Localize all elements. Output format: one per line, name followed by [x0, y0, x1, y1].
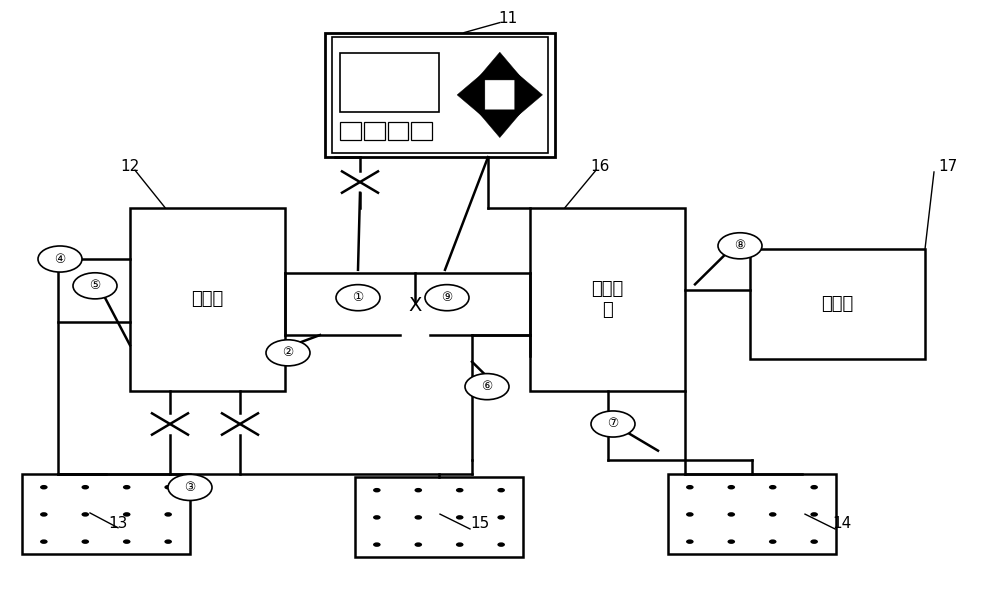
Bar — [325, 33, 555, 157]
Text: 测试仪: 测试仪 — [821, 295, 854, 313]
Circle shape — [769, 485, 777, 489]
Bar — [332, 37, 548, 153]
Bar — [668, 474, 836, 554]
Bar — [340, 53, 439, 112]
Text: ⑧: ⑧ — [734, 240, 746, 252]
Circle shape — [81, 540, 89, 544]
Text: 13: 13 — [108, 515, 128, 531]
Circle shape — [686, 512, 694, 517]
Bar — [388, 122, 408, 140]
Circle shape — [336, 285, 380, 311]
Circle shape — [497, 488, 505, 492]
Circle shape — [810, 540, 818, 544]
Circle shape — [123, 540, 131, 544]
Text: ⑤: ⑤ — [89, 279, 101, 292]
Circle shape — [497, 543, 505, 547]
Text: ③: ③ — [184, 481, 196, 494]
Circle shape — [81, 485, 89, 489]
Circle shape — [164, 512, 172, 517]
Circle shape — [373, 543, 381, 547]
Bar — [488, 83, 512, 107]
Bar — [22, 474, 190, 554]
Circle shape — [769, 540, 777, 544]
Circle shape — [40, 485, 48, 489]
Text: 14: 14 — [832, 515, 852, 531]
Circle shape — [456, 543, 464, 547]
Circle shape — [497, 515, 505, 519]
Circle shape — [81, 512, 89, 517]
Circle shape — [40, 540, 48, 544]
Text: ⑨: ⑨ — [441, 291, 453, 304]
Circle shape — [465, 374, 509, 400]
Circle shape — [810, 512, 818, 517]
Polygon shape — [476, 52, 523, 80]
Circle shape — [414, 543, 422, 547]
Circle shape — [456, 515, 464, 519]
Circle shape — [123, 512, 131, 517]
Polygon shape — [457, 71, 485, 119]
Circle shape — [373, 515, 381, 519]
Text: ⑥: ⑥ — [481, 380, 493, 393]
Circle shape — [73, 273, 117, 299]
Circle shape — [168, 474, 212, 500]
Circle shape — [40, 512, 48, 517]
Text: X: X — [408, 296, 422, 315]
Text: 交换装
置: 交换装 置 — [591, 280, 624, 319]
Text: 15: 15 — [470, 515, 490, 531]
Circle shape — [164, 485, 172, 489]
Bar — [340, 122, 361, 140]
Circle shape — [718, 233, 762, 259]
Text: 16: 16 — [590, 158, 610, 174]
Circle shape — [591, 411, 635, 437]
Circle shape — [686, 540, 694, 544]
Bar — [355, 477, 523, 557]
Circle shape — [123, 485, 131, 489]
Circle shape — [727, 540, 735, 544]
Circle shape — [425, 285, 469, 311]
Text: ②: ② — [282, 346, 294, 359]
Text: 交换机: 交换机 — [191, 291, 224, 308]
Polygon shape — [476, 110, 523, 138]
Circle shape — [266, 340, 310, 366]
Text: ①: ① — [352, 291, 364, 304]
Text: ⑦: ⑦ — [607, 417, 619, 431]
Text: ④: ④ — [54, 253, 66, 266]
Bar — [530, 208, 685, 391]
Circle shape — [164, 540, 172, 544]
Circle shape — [373, 488, 381, 492]
Bar — [364, 122, 385, 140]
Circle shape — [727, 512, 735, 517]
Circle shape — [38, 246, 82, 272]
Bar — [750, 249, 925, 359]
Text: 12: 12 — [120, 158, 140, 174]
Bar — [130, 208, 285, 391]
Bar — [411, 122, 432, 140]
Circle shape — [727, 485, 735, 489]
Circle shape — [686, 485, 694, 489]
Text: 17: 17 — [938, 158, 958, 174]
Text: 11: 11 — [498, 11, 518, 27]
Circle shape — [414, 515, 422, 519]
Polygon shape — [515, 71, 542, 119]
Circle shape — [810, 485, 818, 489]
Circle shape — [769, 512, 777, 517]
Circle shape — [414, 488, 422, 492]
Circle shape — [456, 488, 464, 492]
